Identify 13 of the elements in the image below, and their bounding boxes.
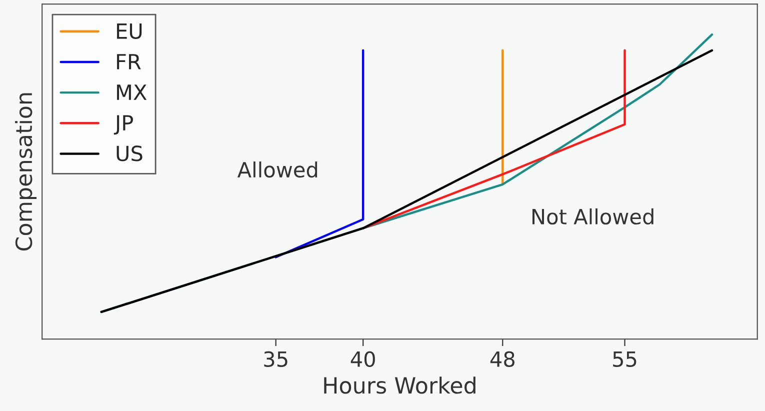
x-tick-label: 40	[350, 351, 375, 368]
legend-label: FR	[117, 54, 141, 70]
x-tick-label: 35	[264, 351, 288, 368]
annotation: Not Allowed	[532, 208, 654, 225]
annotation: Allowed	[237, 162, 318, 178]
x-tick-label: 55	[613, 352, 636, 368]
legend-label: EU	[117, 24, 142, 39]
x-axis-title: Hours Worked	[324, 376, 476, 394]
legend-label: JP	[114, 115, 133, 135]
legend-label: MX	[117, 84, 147, 100]
legend-label: US	[116, 146, 142, 162]
y-axis-title: Compensation	[15, 93, 37, 251]
x-tick-label: 48	[490, 351, 514, 368]
